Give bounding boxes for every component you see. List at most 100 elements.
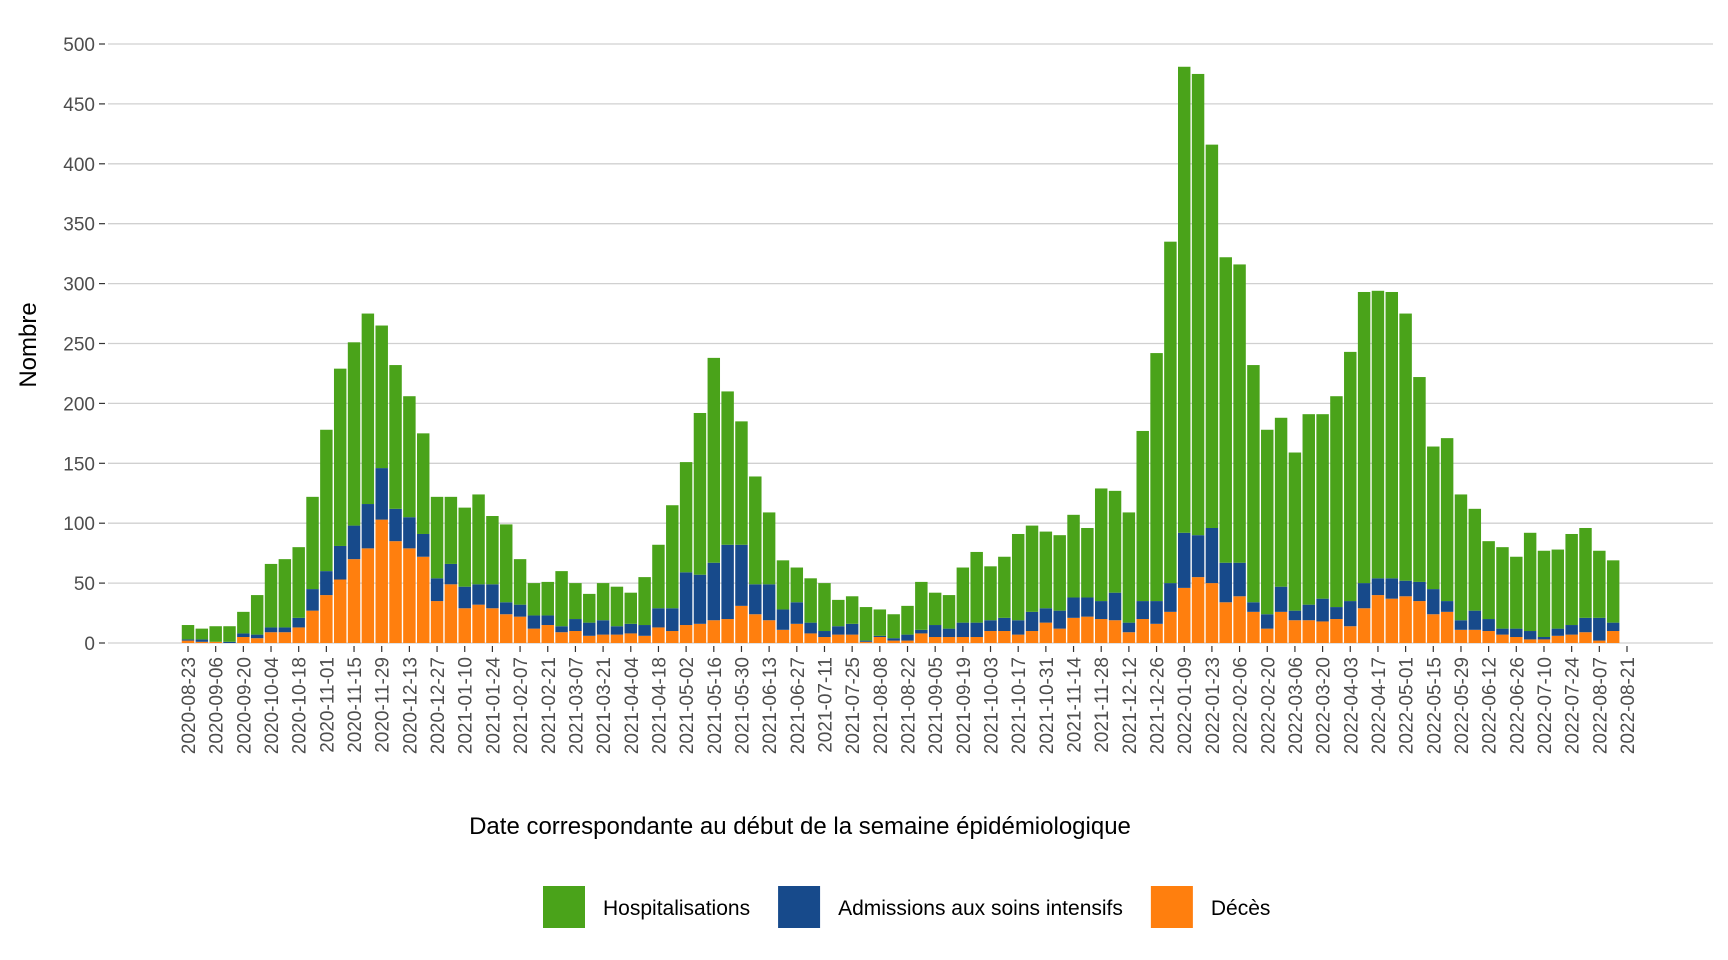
y-tick-label: 350 xyxy=(63,215,95,236)
bar-segment xyxy=(970,622,983,638)
bar-segment xyxy=(1025,631,1039,643)
x-tick-label: 2022-07-24 xyxy=(1563,657,1584,755)
bar-segment xyxy=(403,396,416,518)
bar-segment xyxy=(1094,601,1108,620)
bar-segment xyxy=(1565,533,1578,626)
bar-segment xyxy=(901,634,914,641)
bar-segment xyxy=(264,627,278,633)
bar-segment xyxy=(223,626,236,642)
bar-segment xyxy=(1122,512,1136,623)
bar-segment xyxy=(292,617,305,628)
bar-segment xyxy=(1136,601,1149,620)
bar-segment xyxy=(416,533,430,557)
bar-segment xyxy=(486,608,499,643)
bar-segment xyxy=(347,559,361,643)
bar-segment xyxy=(458,507,471,587)
bar-segment xyxy=(1468,508,1482,611)
bar-segment xyxy=(513,616,527,643)
bar-segment xyxy=(347,342,361,526)
bar-segment xyxy=(513,559,527,605)
bar-segment xyxy=(818,583,831,632)
x-tick-label: 2022-03-20 xyxy=(1314,657,1335,754)
bar-segment xyxy=(610,586,624,627)
bar-segment xyxy=(596,620,610,635)
bar-segment xyxy=(500,524,513,603)
bar-segment xyxy=(1247,611,1260,643)
bar-segment xyxy=(486,584,499,609)
x-tick-label: 2022-04-03 xyxy=(1341,657,1362,754)
bar-segment xyxy=(666,631,679,643)
bar-segment xyxy=(845,596,859,624)
y-tick-label: 250 xyxy=(63,335,95,356)
bar-segment xyxy=(859,641,873,643)
bar-segment xyxy=(707,357,721,563)
legend-label: Décès xyxy=(1211,897,1271,920)
bar-segment xyxy=(984,566,997,621)
bar-segment xyxy=(942,595,956,629)
bar-segment xyxy=(237,633,250,638)
x-tick-label: 2022-02-20 xyxy=(1258,657,1279,754)
bar-segment xyxy=(1261,614,1274,629)
bar-segment xyxy=(776,560,790,610)
bar-segment xyxy=(555,571,568,627)
bar-segment xyxy=(1164,611,1177,643)
bar-segment xyxy=(1413,377,1426,582)
bar-segment xyxy=(596,583,610,621)
bar-segment xyxy=(1523,631,1537,640)
bar-segment xyxy=(901,605,914,635)
bar-segment xyxy=(555,626,568,633)
bar-segment xyxy=(984,620,997,632)
bar-segment xyxy=(1399,580,1412,597)
bar-segment xyxy=(486,516,499,585)
bar-segment xyxy=(1537,637,1551,640)
x-tick-label: 2022-08-07 xyxy=(1590,657,1611,754)
bar-segment xyxy=(859,607,873,641)
bar-segment xyxy=(1039,622,1053,643)
x-tick-label: 2021-03-07 xyxy=(566,657,587,754)
y-tick-label: 0 xyxy=(84,634,95,655)
bar-segment xyxy=(1274,586,1288,612)
bar-segment xyxy=(610,634,624,643)
bar-segment xyxy=(859,640,873,642)
bar-segment xyxy=(278,559,292,628)
bar-segment xyxy=(1510,637,1523,643)
bar-segment xyxy=(1482,619,1495,632)
bar-segment xyxy=(638,625,651,636)
bar-segment xyxy=(1413,581,1426,602)
bar-segment xyxy=(1537,639,1551,643)
bar-segment xyxy=(1523,639,1537,643)
bar-segment xyxy=(527,615,541,629)
x-tick-label: 2020-10-18 xyxy=(290,657,311,754)
x-tick-label: 2020-10-04 xyxy=(262,657,283,755)
bar-segment xyxy=(347,525,361,560)
x-tick-label: 2021-04-04 xyxy=(622,657,643,755)
bar-segment xyxy=(1025,611,1039,632)
bar-segment xyxy=(555,632,568,643)
y-tick-label: 200 xyxy=(63,394,95,415)
bar-segment xyxy=(541,615,554,626)
bar-segment xyxy=(1191,577,1205,643)
bar-segment xyxy=(1274,611,1288,643)
bar-segment xyxy=(1094,619,1108,643)
x-tick-label: 2021-02-07 xyxy=(511,657,532,754)
bar-segment xyxy=(610,626,624,635)
x-tick-label: 2022-01-09 xyxy=(1175,657,1196,754)
bar-segment xyxy=(1496,634,1509,643)
bar-segment xyxy=(998,631,1011,643)
x-tick-label: 2021-05-02 xyxy=(677,657,698,754)
bar-segment xyxy=(749,476,762,585)
bar-segment xyxy=(776,609,790,630)
bar-segment xyxy=(873,637,887,643)
bar-segment xyxy=(264,563,278,628)
bar-segment xyxy=(998,556,1011,618)
bar-segment xyxy=(430,601,444,643)
bar-segment xyxy=(1136,430,1149,602)
bar-segment xyxy=(1247,602,1260,612)
bar-segment xyxy=(1523,532,1537,632)
bar-segment xyxy=(320,595,333,643)
bar-segment xyxy=(444,584,458,643)
x-tick-label: 2021-07-11 xyxy=(815,657,836,753)
bar-segment xyxy=(416,433,430,534)
bar-segment xyxy=(361,313,375,505)
bar-segment xyxy=(1011,634,1025,643)
